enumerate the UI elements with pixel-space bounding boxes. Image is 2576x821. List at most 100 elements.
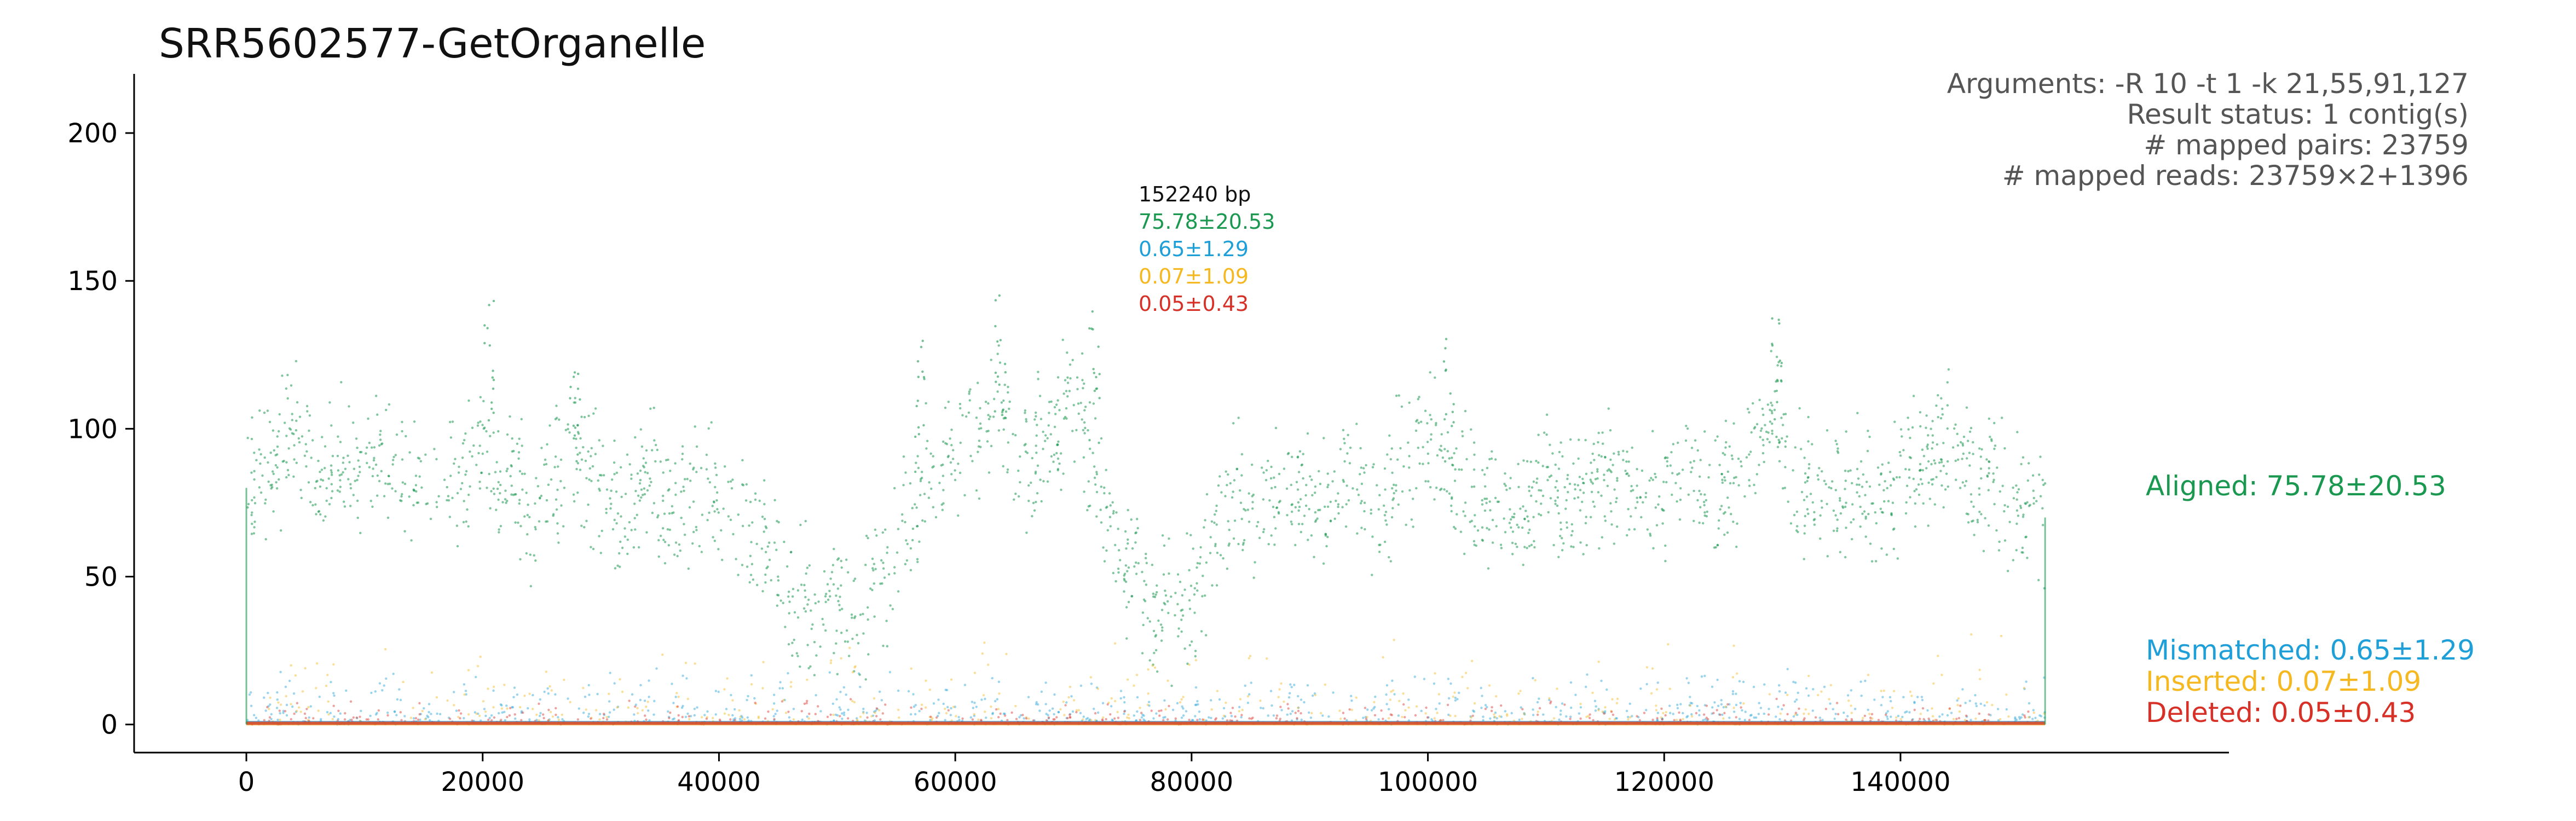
aligned-point <box>1945 472 1948 475</box>
aligned-point <box>2038 473 2041 476</box>
aligned-point <box>1035 444 1037 447</box>
low-series-point <box>276 718 279 721</box>
low-series-point <box>1390 690 1393 693</box>
aligned-point <box>1963 484 1966 487</box>
aligned-point <box>856 634 858 637</box>
low-series-point <box>1735 692 1737 695</box>
low-series-point <box>689 715 692 718</box>
aligned-point <box>1383 514 1387 517</box>
low-series-point <box>1267 714 1269 717</box>
aligned-point <box>275 481 278 484</box>
aligned-point <box>2021 546 2024 550</box>
aligned-point <box>1053 425 1056 429</box>
low-series-point <box>2018 716 2021 719</box>
aligned-point <box>626 538 629 541</box>
aligned-point <box>2026 557 2029 559</box>
aligned-point <box>2041 478 2044 482</box>
low-series-point <box>1075 709 1078 712</box>
low-series-point <box>523 695 526 697</box>
low-series-point <box>367 718 369 721</box>
low-series-point <box>1484 708 1487 710</box>
aligned-point <box>287 447 290 450</box>
aligned-point <box>1123 590 1125 593</box>
low-series-point <box>332 704 335 707</box>
low-series-point <box>1388 708 1390 710</box>
aligned-point <box>2032 496 2035 500</box>
low-series-point <box>1362 716 1365 719</box>
aligned-point <box>1998 540 2001 543</box>
aligned-point <box>349 483 352 485</box>
aligned-point <box>1440 444 1442 447</box>
aligned-point <box>562 525 565 528</box>
aligned-point <box>1429 414 1431 417</box>
low-series-point <box>1523 713 1526 716</box>
aligned-point <box>1919 478 1922 481</box>
low-series-point <box>1117 716 1120 719</box>
low-series-point <box>1690 702 1694 705</box>
aligned-point <box>611 478 614 481</box>
low-series-point <box>2018 718 2021 720</box>
low-series-point <box>754 702 758 705</box>
low-series-point <box>1886 710 1889 713</box>
low-series-point <box>1645 709 1648 712</box>
aligned-point <box>626 552 629 556</box>
aligned-point <box>921 339 924 342</box>
aligned-point <box>932 465 935 468</box>
aligned-point <box>1180 618 1183 621</box>
aligned-point <box>1925 426 1927 429</box>
aligned-point <box>1176 573 1180 576</box>
aligned-point <box>1776 446 1780 448</box>
aligned-point <box>471 426 474 429</box>
aligned-point <box>1807 512 1810 515</box>
aligned-point <box>1821 470 1823 473</box>
aligned-point <box>1099 508 1102 511</box>
low-series-point <box>2025 680 2028 683</box>
aligned-point <box>1935 476 1938 478</box>
aligned-point <box>1775 436 1778 438</box>
aligned-point <box>1395 394 1398 397</box>
aligned-point <box>1748 479 1751 482</box>
low-series-point <box>928 715 932 719</box>
low-series-point <box>1500 715 1503 718</box>
aligned-point <box>1775 355 1778 359</box>
aligned-point <box>2012 497 2015 500</box>
aligned-point <box>1415 487 1418 490</box>
aligned-point <box>1726 496 1729 499</box>
aligned-point <box>619 565 621 568</box>
aligned-point <box>1217 484 1220 487</box>
low-series-point <box>1048 709 1051 712</box>
aligned-point <box>514 521 517 524</box>
low-series-point <box>1610 710 1613 713</box>
low-series-point <box>267 705 270 708</box>
aligned-point <box>804 519 807 523</box>
aligned-point <box>648 484 651 487</box>
aligned-point <box>782 602 784 604</box>
low-series-point <box>282 712 285 714</box>
aligned-point <box>1778 441 1781 444</box>
low-series-point <box>1627 718 1630 721</box>
low-series-point <box>1645 683 1648 686</box>
aligned-point <box>458 465 460 469</box>
low-series-point <box>602 716 605 720</box>
aligned-point <box>1543 431 1546 434</box>
low-series-point <box>1035 701 1038 704</box>
low-series-point <box>1140 716 1143 719</box>
aligned-point <box>1209 552 1212 554</box>
aligned-point <box>267 461 269 464</box>
aligned-point <box>1577 457 1580 460</box>
aligned-point <box>498 528 500 531</box>
low-series-point <box>506 715 509 719</box>
aligned-point <box>1745 456 1748 459</box>
aligned-point <box>613 440 616 442</box>
aligned-point <box>610 489 613 492</box>
aligned-point <box>501 501 504 504</box>
aligned-point <box>1304 504 1308 507</box>
low-series-point <box>1494 712 1497 714</box>
low-series-point <box>1655 704 1657 707</box>
aligned-point <box>882 644 885 647</box>
aligned-point <box>1319 483 1322 485</box>
low-series-point <box>1003 714 1007 717</box>
aligned-point <box>1925 467 1928 470</box>
aligned-point <box>1826 429 1829 432</box>
aligned-point <box>1491 450 1493 453</box>
